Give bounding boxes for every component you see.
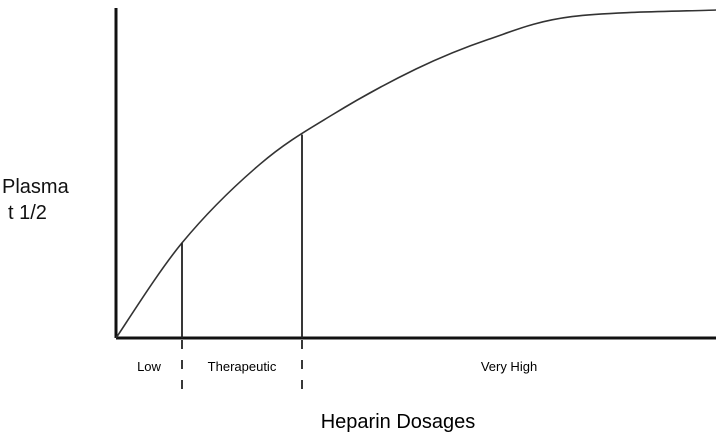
region-label-2: Therapeutic [208, 359, 277, 374]
region-label-3: Very High [481, 359, 537, 374]
x-axis-label: Heparin Dosages [321, 411, 476, 433]
y-axis-label-line-2: t 1/2 [8, 202, 47, 224]
series-line [115, 9, 717, 339]
region-label-1: Low [137, 359, 161, 374]
y-axis-label-line-1: Plasma [2, 176, 69, 198]
